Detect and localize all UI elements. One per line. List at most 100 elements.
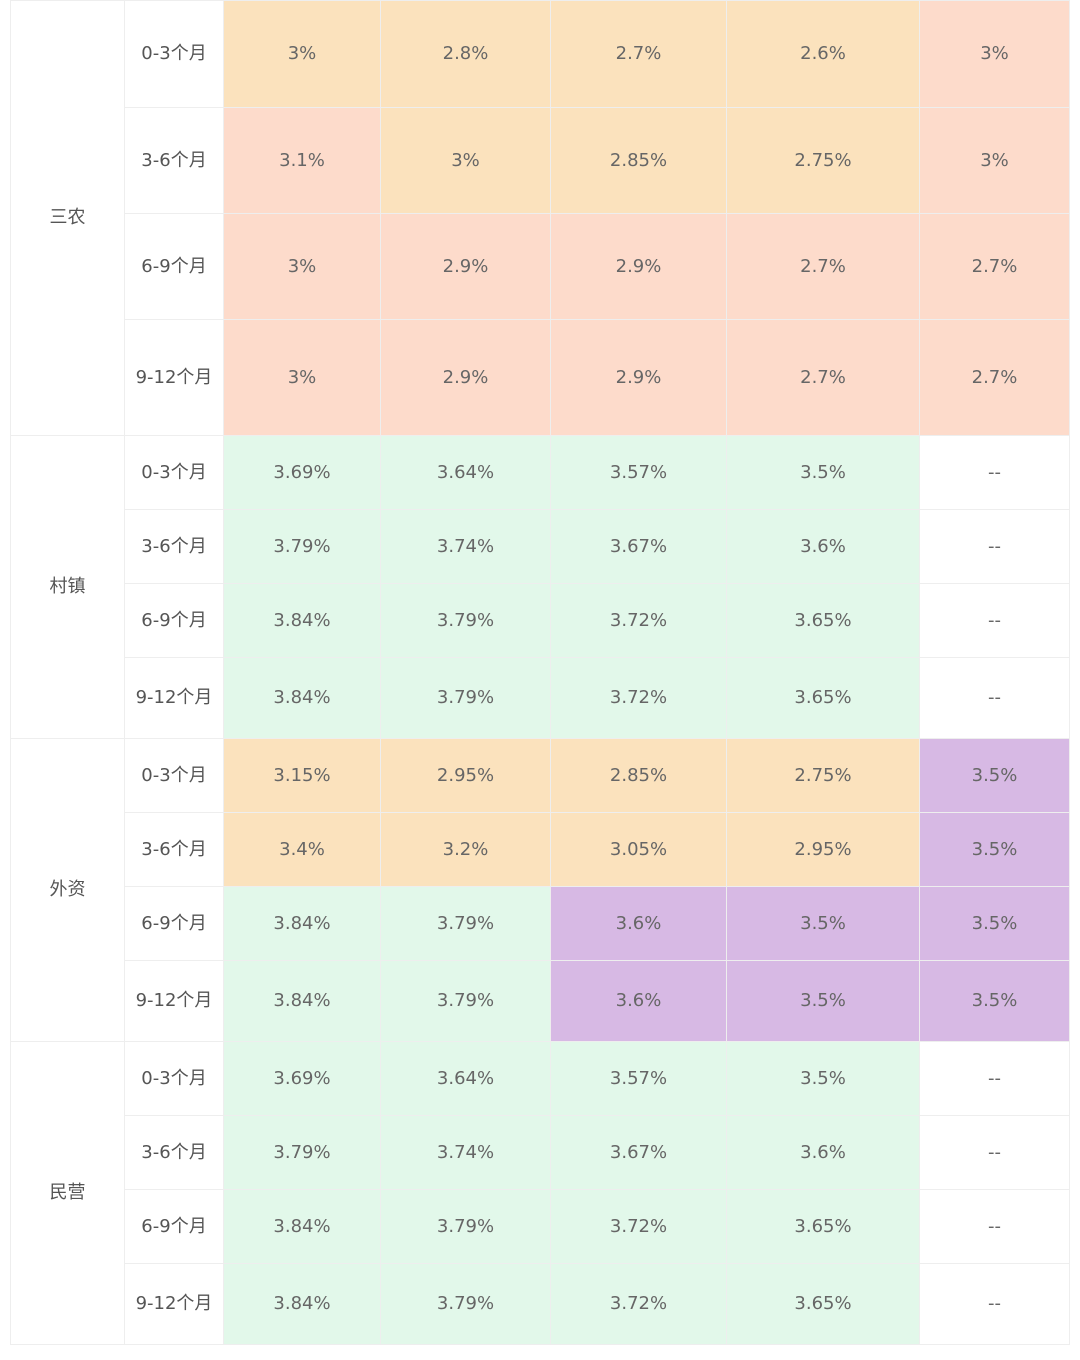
rate-cell: 3% (919, 0, 1070, 108)
term-label: 6-9个月 (124, 886, 224, 961)
rate-cell: 3.65% (726, 583, 920, 658)
table-row: 6-9个月 3.84% 3.79% 3.72% 3.65% -- (11, 1189, 1070, 1264)
rate-cell: 3.67% (550, 1115, 727, 1190)
rate-cell: 3.5% (919, 886, 1070, 961)
rate-cell: 2.6% (726, 0, 920, 108)
term-label: 6-9个月 (124, 1189, 224, 1264)
rate-cell: 2.9% (380, 213, 551, 320)
rate-cell: 3.79% (380, 960, 551, 1042)
group-label-minying: 民营 (10, 1041, 125, 1345)
rate-cell: 3.79% (380, 657, 551, 739)
table-row: 6-9个月 3% 2.9% 2.9% 2.7% 2.7% (11, 213, 1070, 320)
rate-cell: 3.69% (223, 1041, 381, 1116)
rate-cell: 3.2% (380, 812, 551, 887)
rate-cell: 2.7% (726, 213, 920, 320)
term-label: 9-12个月 (124, 960, 224, 1042)
rate-cell: 3% (223, 0, 381, 108)
table-row: 3-6个月 3.79% 3.74% 3.67% 3.6% -- (11, 1115, 1070, 1190)
term-label: 0-3个月 (124, 738, 224, 813)
term-label: 0-3个月 (124, 1041, 224, 1116)
rate-cell: 3.65% (726, 1189, 920, 1264)
rate-cell: 3.84% (223, 886, 381, 961)
rate-cell: 3% (919, 107, 1070, 214)
rate-cell: 3.5% (919, 960, 1070, 1042)
rate-cell: -- (919, 509, 1070, 584)
table-row: 6-9个月 3.84% 3.79% 3.72% 3.65% -- (11, 583, 1070, 658)
rate-cell: -- (919, 435, 1070, 510)
rate-cell: 3.64% (380, 1041, 551, 1116)
rate-cell: 3.72% (550, 583, 727, 658)
rate-cell: 2.85% (550, 107, 727, 214)
table-row: 9-12个月 3.84% 3.79% 3.6% 3.5% 3.5% (11, 960, 1070, 1042)
rate-cell: 3.79% (380, 1263, 551, 1345)
rate-cell: 3.79% (380, 583, 551, 658)
table-row: 三农 0-3个月 3% 2.8% 2.7% 2.6% 3% (10, 0, 1070, 436)
rate-cell: 3.84% (223, 583, 381, 658)
rate-cell: 2.8% (380, 0, 551, 108)
rate-cell: 3.84% (223, 1189, 381, 1264)
rate-cell: 3.72% (550, 1189, 727, 1264)
rate-cell: 3.6% (726, 509, 920, 584)
rate-cell: 3.57% (550, 435, 727, 510)
rate-cell: -- (919, 1041, 1070, 1116)
rate-cell: 3.79% (380, 1189, 551, 1264)
rate-cell: 2.95% (726, 812, 920, 887)
rate-cell: 2.9% (380, 319, 551, 436)
rate-cell: 3.6% (726, 1115, 920, 1190)
term-label: 9-12个月 (124, 657, 224, 739)
rate-cell: -- (919, 657, 1070, 739)
rate-cell: 3.05% (550, 812, 727, 887)
rate-cell: 3.84% (223, 657, 381, 739)
rate-cell: 3.5% (726, 886, 920, 961)
rate-cell: 3.5% (919, 738, 1070, 813)
rate-cell: 3.79% (223, 1115, 381, 1190)
term-label: 6-9个月 (124, 583, 224, 658)
table-row: 3-6个月 3.1% 3% 2.85% 2.75% 3% (11, 107, 1070, 214)
term-label: 0-3个月 (124, 0, 224, 108)
rate-cell: 3% (223, 213, 381, 320)
rate-cell: 2.85% (550, 738, 727, 813)
term-label: 9-12个月 (124, 319, 224, 436)
rate-cell: 2.7% (726, 319, 920, 436)
term-label: 3-6个月 (124, 509, 224, 584)
rate-cell: 3.5% (919, 812, 1070, 887)
rate-cell: 3.84% (223, 960, 381, 1042)
rate-cell: 2.7% (919, 319, 1070, 436)
rate-cell: 3.84% (223, 1263, 381, 1345)
rate-cell: 3.5% (726, 960, 920, 1042)
rate-cell: 2.9% (550, 319, 727, 436)
group-label-waizi: 外资 (10, 738, 125, 1042)
table-row: 3-6个月 3.79% 3.74% 3.67% 3.6% -- (11, 509, 1070, 584)
rate-cell: 2.9% (550, 213, 727, 320)
rate-cell: 3.65% (726, 1263, 920, 1345)
rate-cell: 2.75% (726, 738, 920, 813)
rate-cell: -- (919, 1189, 1070, 1264)
group-label-sannong: 三农 (10, 0, 125, 436)
table-row: 外资 0-3个月 3.15% 2.95% 2.85% 2.75% 3.5% (10, 738, 1070, 1042)
group-label-cunzhen: 村镇 (10, 435, 125, 739)
rate-cell: 3.72% (550, 657, 727, 739)
rate-cell: -- (919, 1263, 1070, 1345)
rate-cell: 3.5% (726, 1041, 920, 1116)
term-label: 9-12个月 (124, 1263, 224, 1345)
table-body: 三农 0-3个月 3% 2.8% 2.7% 2.6% 3% 3-6个月 3.1% 3% 2.85% 2… (10, 0, 1070, 1345)
rate-cell: 3.5% (726, 435, 920, 510)
rate-cell: 3.6% (550, 960, 727, 1042)
term-label: 0-3个月 (124, 435, 224, 510)
rate-cell: 3.74% (380, 1115, 551, 1190)
table-row: 3-6个月 3.4% 3.2% 3.05% 2.95% 3.5% (11, 812, 1070, 887)
table-row: 9-12个月 3.84% 3.79% 3.72% 3.65% -- (11, 657, 1070, 739)
rate-cell: 3.74% (380, 509, 551, 584)
rate-cell: 3% (380, 107, 551, 214)
table-row: 民营 0-3个月 3.69% 3.64% 3.57% 3.5% -- (10, 1041, 1070, 1345)
rate-cell: 3.15% (223, 738, 381, 813)
rate-cell: 3.65% (726, 657, 920, 739)
term-label: 3-6个月 (124, 1115, 224, 1190)
table-row: 6-9个月 3.84% 3.79% 3.6% 3.5% 3.5% (11, 886, 1070, 961)
term-label: 6-9个月 (124, 213, 224, 320)
term-label: 3-6个月 (124, 107, 224, 214)
rate-cell: -- (919, 583, 1070, 658)
table-row: 9-12个月 3.84% 3.79% 3.72% 3.65% -- (11, 1263, 1070, 1345)
table-row: 9-12个月 3% 2.9% 2.9% 2.7% 2.7% (11, 319, 1070, 436)
rate-cell: 3.79% (380, 886, 551, 961)
